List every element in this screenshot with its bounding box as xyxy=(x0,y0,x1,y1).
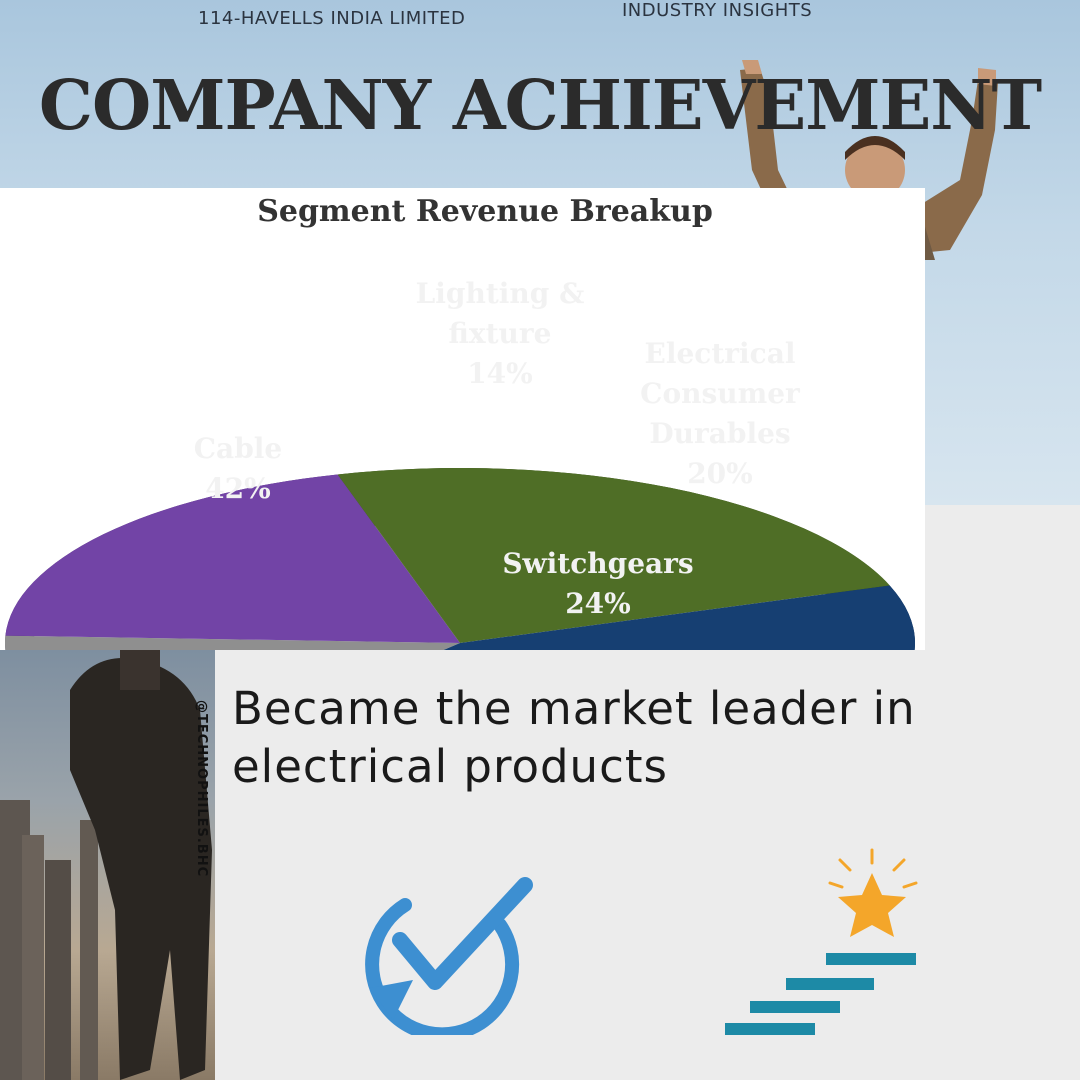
pie-chart: Lighting & fixture 14% Electrical Consumer Du… xyxy=(5,277,915,650)
watermark-text: @TECHNOPHILES.BHC xyxy=(194,700,209,878)
star-stairs-icon xyxy=(725,848,918,1035)
achievement-statement: Became the market leader in electrical p… xyxy=(232,682,916,793)
pie-slice-0 xyxy=(5,635,460,650)
businessman-photo xyxy=(0,650,215,1080)
section-label: INDUSTRY INSIGHTS xyxy=(622,0,813,21)
pie-label-1: Electrical Consumer Durables 20% xyxy=(640,337,801,490)
chart-title: Segment Revenue Breakup xyxy=(257,194,713,229)
pie-label-2: Switchgears 24% xyxy=(502,547,693,620)
right-panel-background xyxy=(925,505,1080,1080)
pie-slice-3 xyxy=(443,585,915,650)
headline: COMPANY ACHIEVEMENT xyxy=(38,66,1042,146)
watermark-handle: @TECHNOPHILES.BHC xyxy=(194,700,216,890)
check-refresh-icon xyxy=(365,877,533,1035)
pie-slice-1 xyxy=(5,474,461,643)
pie-slice-2 xyxy=(337,468,890,643)
pie-label-3: Cable 42% xyxy=(194,432,282,505)
chart-panel: Lighting & fixture 14% Electrical Consumer Du… xyxy=(0,188,925,650)
company-label: 114-HAVELLS INDIA LIMITED xyxy=(198,8,466,29)
pie-label-0: Lighting & fixture 14% xyxy=(416,277,585,390)
